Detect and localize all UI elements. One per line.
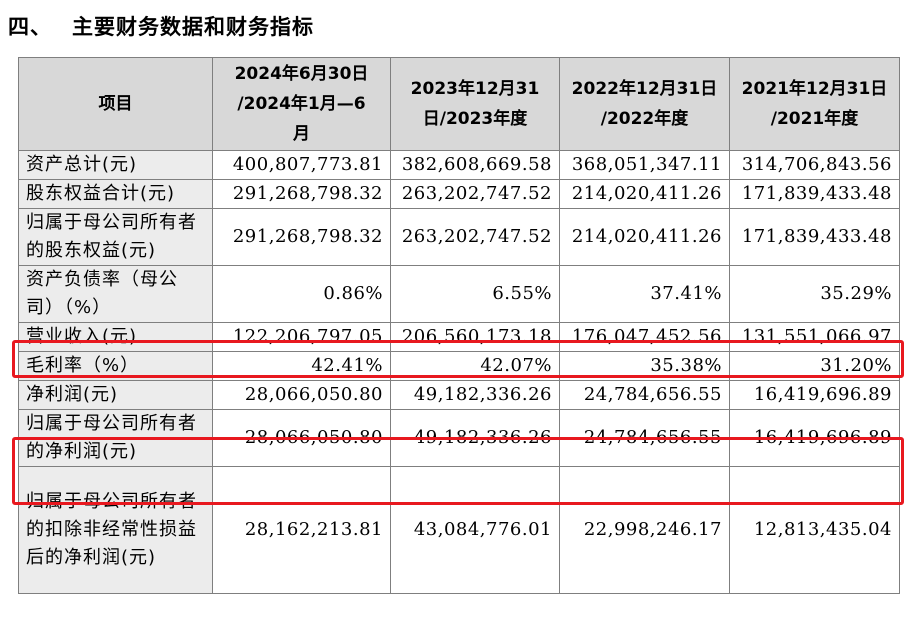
cell-value: 35.29% bbox=[729, 265, 900, 323]
header-2021: 2021年12月31日 /2021年度 bbox=[729, 57, 900, 151]
row-label: 归属于母公司所有者的股东权益(元) bbox=[18, 208, 213, 266]
row-label: 资产总计(元) bbox=[18, 150, 213, 180]
table-row: 归属于母公司所有者的股东权益(元) 291,268,798.32 263,202… bbox=[18, 208, 900, 266]
cell-value: 171,839,433.48 bbox=[729, 208, 900, 266]
cell-value: 382,608,669.58 bbox=[390, 150, 560, 180]
table-row: 营业收入(元) 122,206,797.05 206,560,173.18 17… bbox=[18, 322, 900, 352]
cell-value: 400,807,773.81 bbox=[212, 150, 391, 180]
row-label: 净利润(元) bbox=[18, 380, 213, 410]
cell-value: 291,268,798.32 bbox=[212, 179, 391, 209]
cell-value: 171,839,433.48 bbox=[729, 179, 900, 209]
header-2022: 2022年12月31日 /2022年度 bbox=[559, 57, 730, 151]
cell-value: 37.41% bbox=[559, 265, 730, 323]
cell-value: 49,182,336.26 bbox=[390, 380, 560, 410]
cell-value: 12,813,435.04 bbox=[729, 466, 900, 594]
header-item: 项目 bbox=[18, 57, 213, 151]
section-title: 主要财务数据和财务指标 bbox=[72, 15, 314, 39]
row-label: 股东权益合计(元) bbox=[18, 179, 213, 209]
table-row: 净利润(元) 28,066,050.80 49,182,336.26 24,78… bbox=[18, 380, 900, 410]
table-row: 资产负债率（母公司）（%） 0.86% 6.55% 37.41% 35.29% bbox=[18, 265, 900, 323]
cell-value: 368,051,347.11 bbox=[559, 150, 730, 180]
header-2024h1: 2024年6月30日 /2024年1月—6 月 bbox=[212, 57, 391, 151]
row-label: 资产负债率（母公司）（%） bbox=[18, 265, 213, 323]
table-row: 股东权益合计(元) 291,268,798.32 263,202,747.52 … bbox=[18, 179, 900, 209]
cell-value: 263,202,747.52 bbox=[390, 208, 560, 266]
cell-value: 24,784,656.55 bbox=[559, 380, 730, 410]
cell-value: 16,419,696.89 bbox=[729, 380, 900, 410]
cell-value: 28,066,050.80 bbox=[212, 380, 391, 410]
table-row: 资产总计(元) 400,807,773.81 382,608,669.58 36… bbox=[18, 150, 900, 180]
cell-value: 214,020,411.26 bbox=[559, 179, 730, 209]
cell-value: 22,998,246.17 bbox=[559, 466, 730, 594]
revenue-row-highlight bbox=[12, 340, 904, 378]
section-heading: 四、 主要财务数据和财务指标 bbox=[8, 11, 314, 41]
net-profit-row-highlight bbox=[12, 437, 904, 505]
cell-value: 0.86% bbox=[212, 265, 391, 323]
row-label: 归属于母公司所有者的净利润(元) bbox=[18, 409, 213, 467]
table-row: 归属于母公司所有者的扣除非经常性损益后的净利润(元) 28,162,213.81… bbox=[18, 466, 900, 594]
cell-value: 214,020,411.26 bbox=[559, 208, 730, 266]
cell-value: 314,706,843.56 bbox=[729, 150, 900, 180]
row-label: 归属于母公司所有者的扣除非经常性损益后的净利润(元) bbox=[18, 466, 213, 594]
cell-value: 291,268,798.32 bbox=[212, 208, 391, 266]
cell-value: 263,202,747.52 bbox=[390, 179, 560, 209]
cell-value: 6.55% bbox=[390, 265, 560, 323]
header-2023: 2023年12月31 日/2023年度 bbox=[390, 57, 560, 151]
financial-data-table: 项目 2024年6月30日 /2024年1月—6 月 2023年12月31 日/… bbox=[18, 57, 900, 594]
cell-value: 28,162,213.81 bbox=[212, 466, 391, 594]
section-number: 四、 bbox=[8, 15, 52, 39]
table-header-row: 项目 2024年6月30日 /2024年1月—6 月 2023年12月31 日/… bbox=[18, 57, 900, 151]
